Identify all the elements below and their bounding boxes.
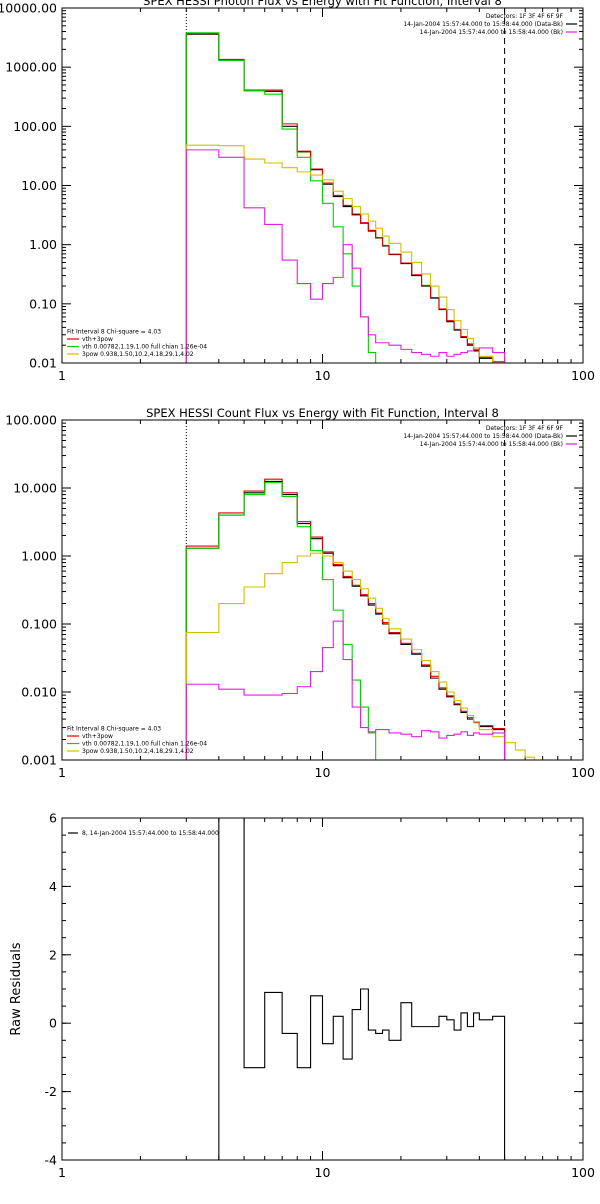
legend-entry: 3pow 0.938,1.50,10.2,4.18,29.1,4.02: [82, 351, 194, 358]
y-tick-label: 0.001: [21, 753, 57, 768]
legend-entry: 14-Jan-2004 15:57:44.000 to 15:58:44.000…: [420, 441, 563, 448]
y-tick-label: 0.010: [21, 685, 57, 700]
legend-entry: Fit Interval 8 Chi-square = 4.03: [67, 726, 161, 733]
legend-entry: 14-Jan-2004 15:57:44.000 to 15:58:44.000…: [420, 29, 563, 36]
legend-entry: Fit Interval 8 Chi-square = 4.03: [67, 329, 161, 336]
y-tick-label: 10.00: [21, 178, 57, 193]
series-line-3: [185, 144, 526, 363]
x-tick-label: 10: [315, 1165, 331, 1180]
x-tick-label: 1: [58, 1165, 66, 1180]
series-line-3: [185, 552, 535, 760]
y-tick-label: 100.000: [5, 413, 57, 428]
legend-entry: 14-Jan-2004 15:57:44.000 to 15:58:44.000…: [403, 433, 563, 440]
plot-frame: [61, 817, 584, 1161]
plot-frame: [61, 419, 584, 761]
y-tick-label: -4: [45, 1153, 58, 1168]
y-tick-label: 4: [49, 879, 57, 894]
chart-title: SPEX HESSI Count Flux vs Energy with Fit…: [146, 406, 499, 420]
legend-entry: Detectors: 1F 3F 4F 6F 9F: [486, 13, 564, 20]
y-axis-label: Raw Residuals: [9, 942, 24, 1035]
x-tick-label: 100: [571, 368, 595, 383]
series-line-4: [185, 620, 506, 760]
x-tick-label: 10: [315, 765, 331, 780]
legend-entry: vth+3pow: [82, 336, 113, 343]
x-tick-label: 10: [315, 368, 331, 383]
y-tick-label: 10.000: [13, 481, 57, 496]
series-line-0: [185, 480, 506, 760]
legend-entry: Detectors: 1F 3F 4F 6F 9F: [486, 425, 564, 432]
legend-entry: vth+3pow: [82, 733, 113, 740]
x-tick-label: 1: [58, 765, 66, 780]
legend-entry: vth 0.00782,1.19,1.00 full chian 1.26e-0…: [82, 344, 207, 351]
legend-entry: vth 0.00782,1.19,1.00 full chian 1.26e-0…: [82, 741, 207, 748]
y-tick-label: 1.000: [21, 549, 57, 564]
plot-frame: [61, 7, 584, 364]
y-tick-label: 0.10: [29, 296, 57, 311]
y-tick-label: -2: [45, 1084, 57, 1099]
legend-entry: 8, 14-Jan-2004 15:57:44.000 to 15:58:44.…: [82, 830, 219, 837]
y-tick-label: 1000.00: [5, 60, 57, 75]
y-tick-label: 1.00: [29, 237, 57, 252]
series-line-2: [185, 482, 383, 760]
x-tick-label: 100: [571, 765, 595, 780]
y-tick-label: 6: [49, 811, 57, 826]
series-line-1: [185, 478, 506, 760]
y-tick-label: 0.01: [29, 356, 57, 371]
y-tick-label: 100.00: [13, 119, 57, 134]
x-tick-label: 100: [571, 1165, 595, 1180]
legend-entry: 3pow 0.938,1.50,10.2,4.18,29.1,4.02: [82, 748, 194, 755]
series-line-0: [218, 818, 506, 1160]
x-tick-label: 1: [58, 368, 66, 383]
y-tick-label: 0: [49, 1016, 57, 1031]
y-tick-label: 2: [49, 947, 57, 962]
legend-entry: 14-Jan-2004 15:57:44.000 to 15:58:44.000…: [403, 21, 563, 28]
chart-title: SPEX HESSI Photon Flux vs Energy with Fi…: [143, 0, 502, 8]
y-tick-label: 10000.00: [0, 1, 57, 16]
series-line-4: [185, 149, 506, 363]
y-tick-label: 0.100: [21, 617, 57, 632]
